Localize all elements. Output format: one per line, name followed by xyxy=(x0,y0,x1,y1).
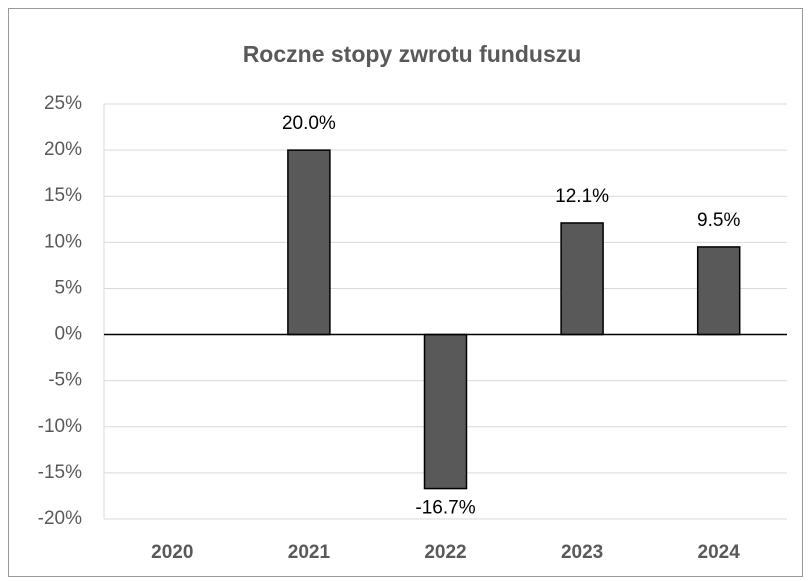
y-tick-label: 20% xyxy=(44,139,82,160)
bar xyxy=(423,333,468,490)
bar xyxy=(287,149,331,336)
x-tick-label: 2024 xyxy=(698,542,741,563)
x-tick-label: 2020 xyxy=(151,542,193,563)
data-label: 9.5% xyxy=(697,210,740,231)
x-tick-label: 2022 xyxy=(424,542,466,563)
chart-border xyxy=(8,8,803,577)
y-tick-label: 25% xyxy=(44,93,82,114)
y-tick-label: -15% xyxy=(38,462,82,483)
bar xyxy=(560,222,604,336)
y-tick-label: 15% xyxy=(44,185,82,206)
y-tick-label: 0% xyxy=(55,324,83,345)
x-tick-label: 2021 xyxy=(288,542,331,563)
y-tick-label: -10% xyxy=(38,416,82,437)
x-tick-label: 2023 xyxy=(561,542,603,563)
data-label: -16.7% xyxy=(415,498,475,519)
y-tick-label: -20% xyxy=(38,508,82,529)
y-tick-label: 10% xyxy=(44,231,82,252)
chart-title: Roczne stopy zwrotu funduszu xyxy=(243,41,582,67)
bar xyxy=(696,246,741,336)
data-label: 20.0% xyxy=(282,113,336,134)
y-tick-label: 5% xyxy=(55,277,83,298)
y-tick-label: -5% xyxy=(48,370,82,391)
data-label: 12.1% xyxy=(555,186,609,207)
